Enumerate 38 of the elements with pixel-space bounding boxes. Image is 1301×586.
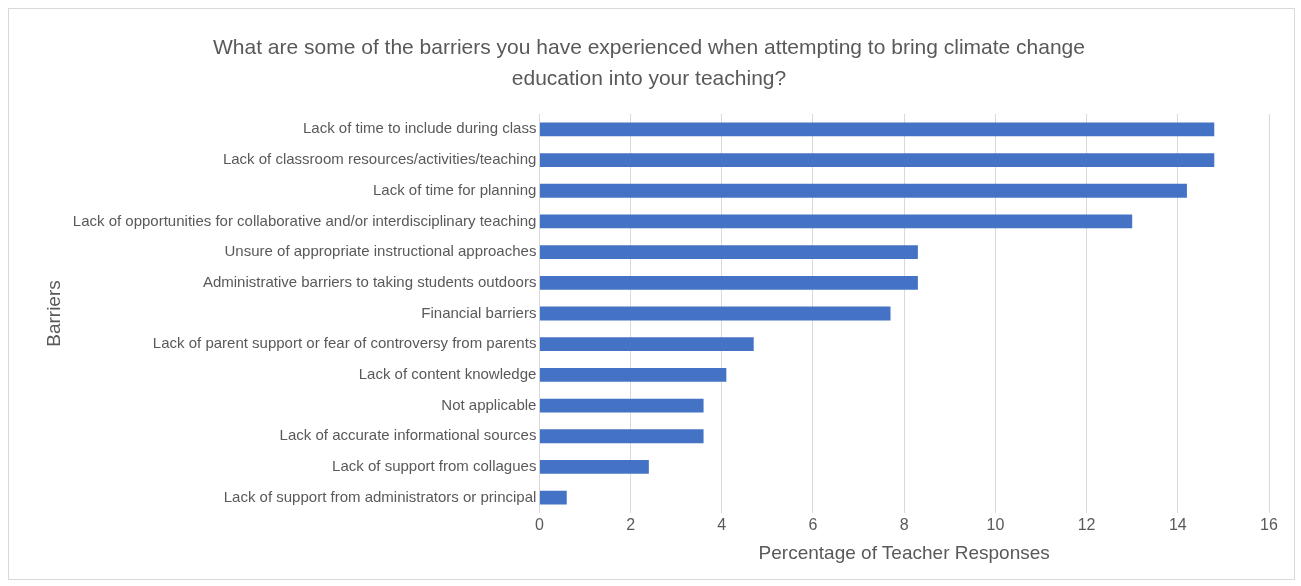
- y-tick-label: Lack of support from administrators or principal: [223, 487, 537, 505]
- y-tick-label: Lack of support from collagues: [332, 457, 537, 475]
- bar: [539, 398, 704, 413]
- y-tick-label: Lack of classroom resources/activities/teaching: [222, 150, 537, 168]
- bar: [539, 214, 1133, 229]
- y-tick-label: Financial barriers: [421, 303, 537, 321]
- y-tick-label: Not applicable: [441, 395, 537, 413]
- y-tick-label: Lack of time to include during class: [302, 119, 537, 137]
- y-tick-label: Lack of opportunities for collaborative and/or interdisciplinary teaching: [72, 211, 537, 229]
- bar: [539, 367, 727, 382]
- y-axis-title: Barriers: [42, 280, 64, 347]
- y-tick-label: Lack of time for planning: [372, 180, 537, 198]
- x-tick-label: 8: [899, 516, 909, 534]
- bar: [539, 306, 891, 321]
- bar: [539, 460, 649, 474]
- x-tick-label: 10: [986, 516, 1005, 534]
- bar: [539, 429, 704, 444]
- bar: [539, 245, 918, 260]
- x-tick-label: 6: [808, 516, 818, 534]
- y-tick-label: Administrative barriers to taking students outdoors: [202, 272, 537, 290]
- chart-title: What are some of the barriers you have experienced when attempting to bring climate change education into your teaching?: [212, 34, 1086, 91]
- bar: [539, 153, 1215, 167]
- y-tick-label: Lack of parent support or fear of controversy from parents: [152, 334, 537, 352]
- bar: [539, 490, 567, 505]
- x-tick-label: 4: [717, 516, 727, 534]
- bar: [539, 275, 918, 290]
- bar: [539, 122, 1215, 137]
- x-tick-label: 12: [1077, 516, 1096, 534]
- x-tick-label: 2: [626, 516, 636, 534]
- x-tick-label: 0: [534, 516, 544, 534]
- x-tick-label: 16: [1260, 516, 1278, 534]
- y-tick-label: Lack of content knowledge: [358, 365, 537, 383]
- x-axis-title: Percentage of Teacher Responses: [758, 541, 1050, 563]
- x-tick-label: 14: [1168, 516, 1187, 534]
- bar: [539, 183, 1187, 198]
- bar: [539, 337, 754, 352]
- y-tick-label: Unsure of appropriate instructional approaches: [224, 242, 537, 260]
- y-tick-label: Lack of accurate informational sources: [279, 426, 537, 444]
